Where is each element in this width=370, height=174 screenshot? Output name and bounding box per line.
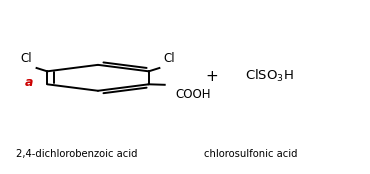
Text: Cl: Cl — [20, 53, 32, 65]
Text: 2,4-dichlorobenzoic acid: 2,4-dichlorobenzoic acid — [16, 149, 137, 159]
Text: a: a — [25, 76, 33, 89]
Text: COOH: COOH — [175, 88, 211, 101]
Text: chlorosulfonic acid: chlorosulfonic acid — [204, 149, 297, 159]
Text: Cl: Cl — [164, 53, 175, 65]
Text: ClSO$_3$H: ClSO$_3$H — [245, 68, 294, 84]
Text: +: + — [205, 69, 218, 84]
